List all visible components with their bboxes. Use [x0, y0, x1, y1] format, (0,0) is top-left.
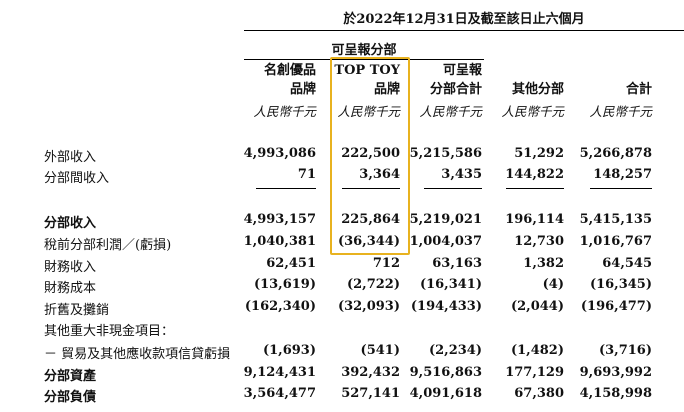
subtotal-rule: [590, 188, 652, 189]
group-rule: [244, 59, 484, 60]
cell: 62,451: [266, 256, 316, 271]
cell: 392,432: [341, 365, 400, 380]
row-label-segment-assets: 分部資產: [44, 369, 97, 384]
row-label-credit-losses: － 貿易及其他應收款項信貸虧損: [44, 347, 231, 362]
col-unit-miniso: 人民幣千元: [253, 104, 316, 119]
cell: (541): [360, 343, 400, 358]
cell: 1,004,037: [409, 234, 482, 249]
cell: 5,415,135: [579, 212, 652, 227]
subtotal-rule: [424, 188, 482, 189]
cell: 148,257: [593, 167, 652, 182]
cell: 5,266,878: [579, 146, 652, 161]
cell: (16,341): [419, 277, 482, 292]
col-header-reportable-total-line1: 可呈報: [442, 63, 482, 78]
cell: 225,864: [341, 212, 400, 227]
cell: (2,234): [428, 343, 482, 358]
cell: 1,016,767: [579, 234, 652, 249]
cell: 1,382: [523, 256, 564, 271]
period-heading: 於2022年12月31日及截至該日止六個月: [343, 12, 585, 27]
cell: 4,091,618: [409, 386, 482, 401]
cell: 12,730: [514, 234, 564, 249]
col-header-toptoy-line1: TOP TOY: [334, 63, 400, 78]
cell: 3,364: [359, 167, 400, 182]
col-unit-other: 人民幣千元: [501, 104, 564, 119]
cell: 3,564,477: [243, 386, 316, 401]
period-rule: [244, 30, 684, 31]
cell: 4,158,998: [579, 386, 652, 401]
toptoy-highlight-box: [330, 57, 410, 255]
cell: (1,482): [510, 343, 564, 358]
row-label-other-non-cash-items: 其他重大非現金項目：: [44, 324, 175, 339]
row-label-segment-revenue: 分部收入: [44, 216, 97, 231]
reportable-segments-heading: 可呈報分部: [331, 43, 397, 58]
cell: (1,693): [262, 343, 316, 358]
cell: (2,722): [346, 277, 400, 292]
cell: 5,219,021: [409, 212, 482, 227]
row-label-segment-profit-before-tax: 稅前分部利潤／(虧損): [44, 238, 172, 253]
cell: 527,141: [341, 386, 400, 401]
col-header-other-line2: 其他分部: [511, 82, 564, 97]
cell: (3,716): [598, 343, 652, 358]
col-header-toptoy-line2: 品牌: [373, 82, 400, 97]
cell: 63,163: [432, 256, 482, 271]
cell: 4,993,086: [243, 146, 316, 161]
cell: 9,693,992: [579, 365, 652, 380]
cell: (32,093): [337, 299, 400, 314]
row-label-external-revenue: 外部收入: [44, 150, 97, 165]
col-unit-total: 人民幣千元: [589, 104, 652, 119]
cell: 222,500: [341, 146, 400, 161]
cell: 9,516,863: [409, 365, 482, 380]
row-label-finance-costs: 財務成本: [44, 281, 97, 296]
cell: 71: [297, 167, 316, 182]
row-label-segment-liabilities: 分部負債: [44, 390, 97, 405]
cell: (13,619): [253, 277, 316, 292]
col-header-reportable-total-line2: 分部合計: [429, 82, 482, 97]
cell: 51,292: [514, 146, 564, 161]
row-label-inter-segment-revenue: 分部間收入: [44, 171, 110, 186]
cell: 177,129: [505, 365, 564, 380]
col-unit-reportable-total: 人民幣千元: [419, 104, 482, 119]
cell: 4,993,157: [243, 212, 316, 227]
cell: (196,477): [580, 299, 652, 314]
cell: 1,040,381: [243, 234, 316, 249]
cell: (162,340): [244, 299, 316, 314]
subtotal-rule: [256, 188, 316, 189]
cell: 196,114: [505, 212, 564, 227]
cell: 67,380: [514, 386, 564, 401]
cell: (36,344): [337, 234, 400, 249]
col-header-total-line2: 合計: [625, 82, 652, 97]
cell: 3,435: [441, 167, 482, 182]
cell: 64,545: [602, 256, 652, 271]
cell: (16,345): [589, 277, 652, 292]
cell: (2,044): [510, 299, 564, 314]
col-header-miniso-line2: 品牌: [289, 82, 316, 97]
row-label-depreciation-amortisation: 折舊及攤銷: [44, 303, 110, 318]
cell: 712: [372, 256, 400, 271]
row-label-finance-income: 財務收入: [44, 260, 97, 275]
cell: 144,822: [505, 167, 564, 182]
cell: 9,124,431: [243, 365, 316, 380]
col-header-miniso-line1: 名創優品: [263, 63, 316, 78]
cell: (194,433): [410, 299, 482, 314]
subtotal-rule: [506, 188, 564, 189]
subtotal-rule: [342, 188, 400, 189]
cell: (4): [542, 277, 564, 292]
cell: 5,215,586: [409, 146, 482, 161]
col-unit-toptoy: 人民幣千元: [337, 104, 400, 119]
